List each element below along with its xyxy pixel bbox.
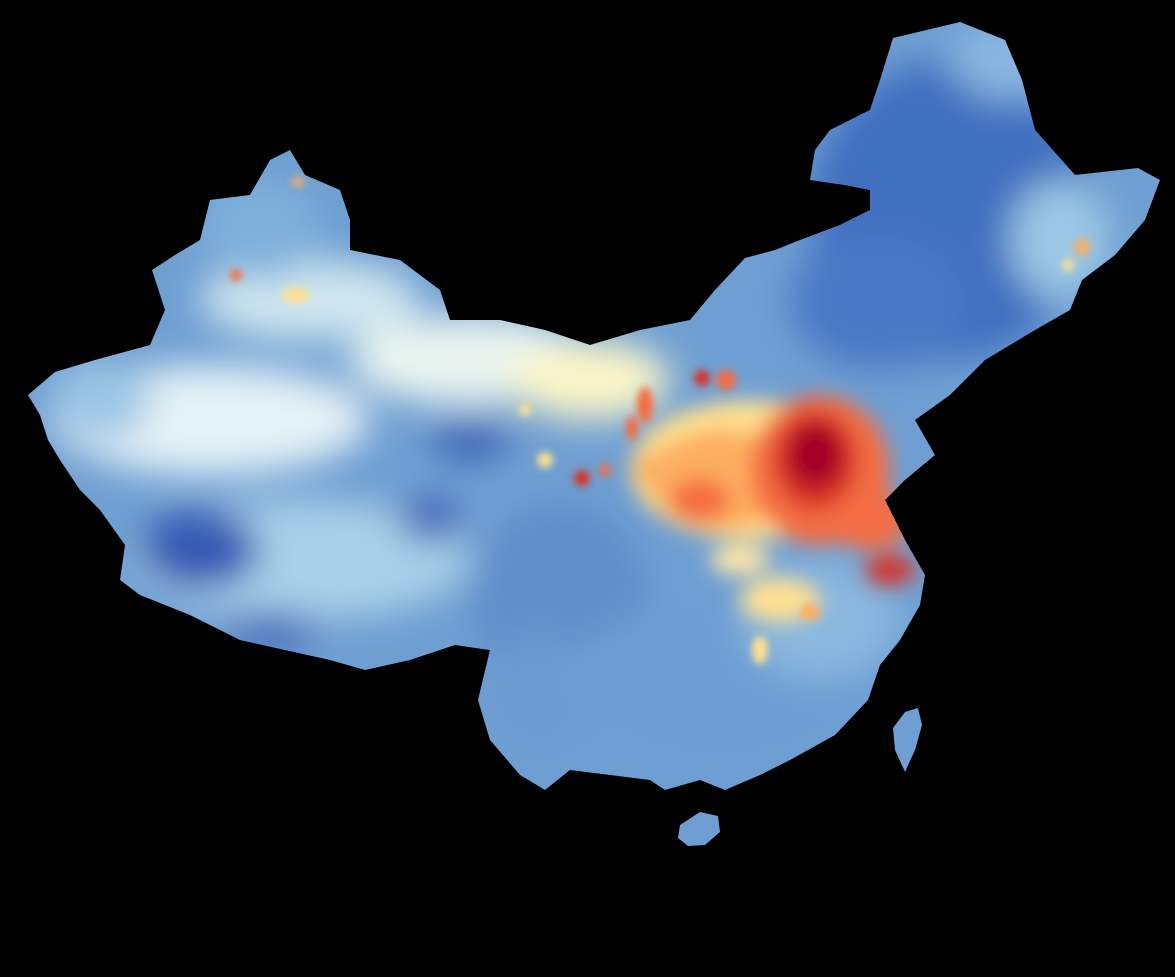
china-landmass [28,22,1160,846]
china-heatmap [28,22,1160,846]
